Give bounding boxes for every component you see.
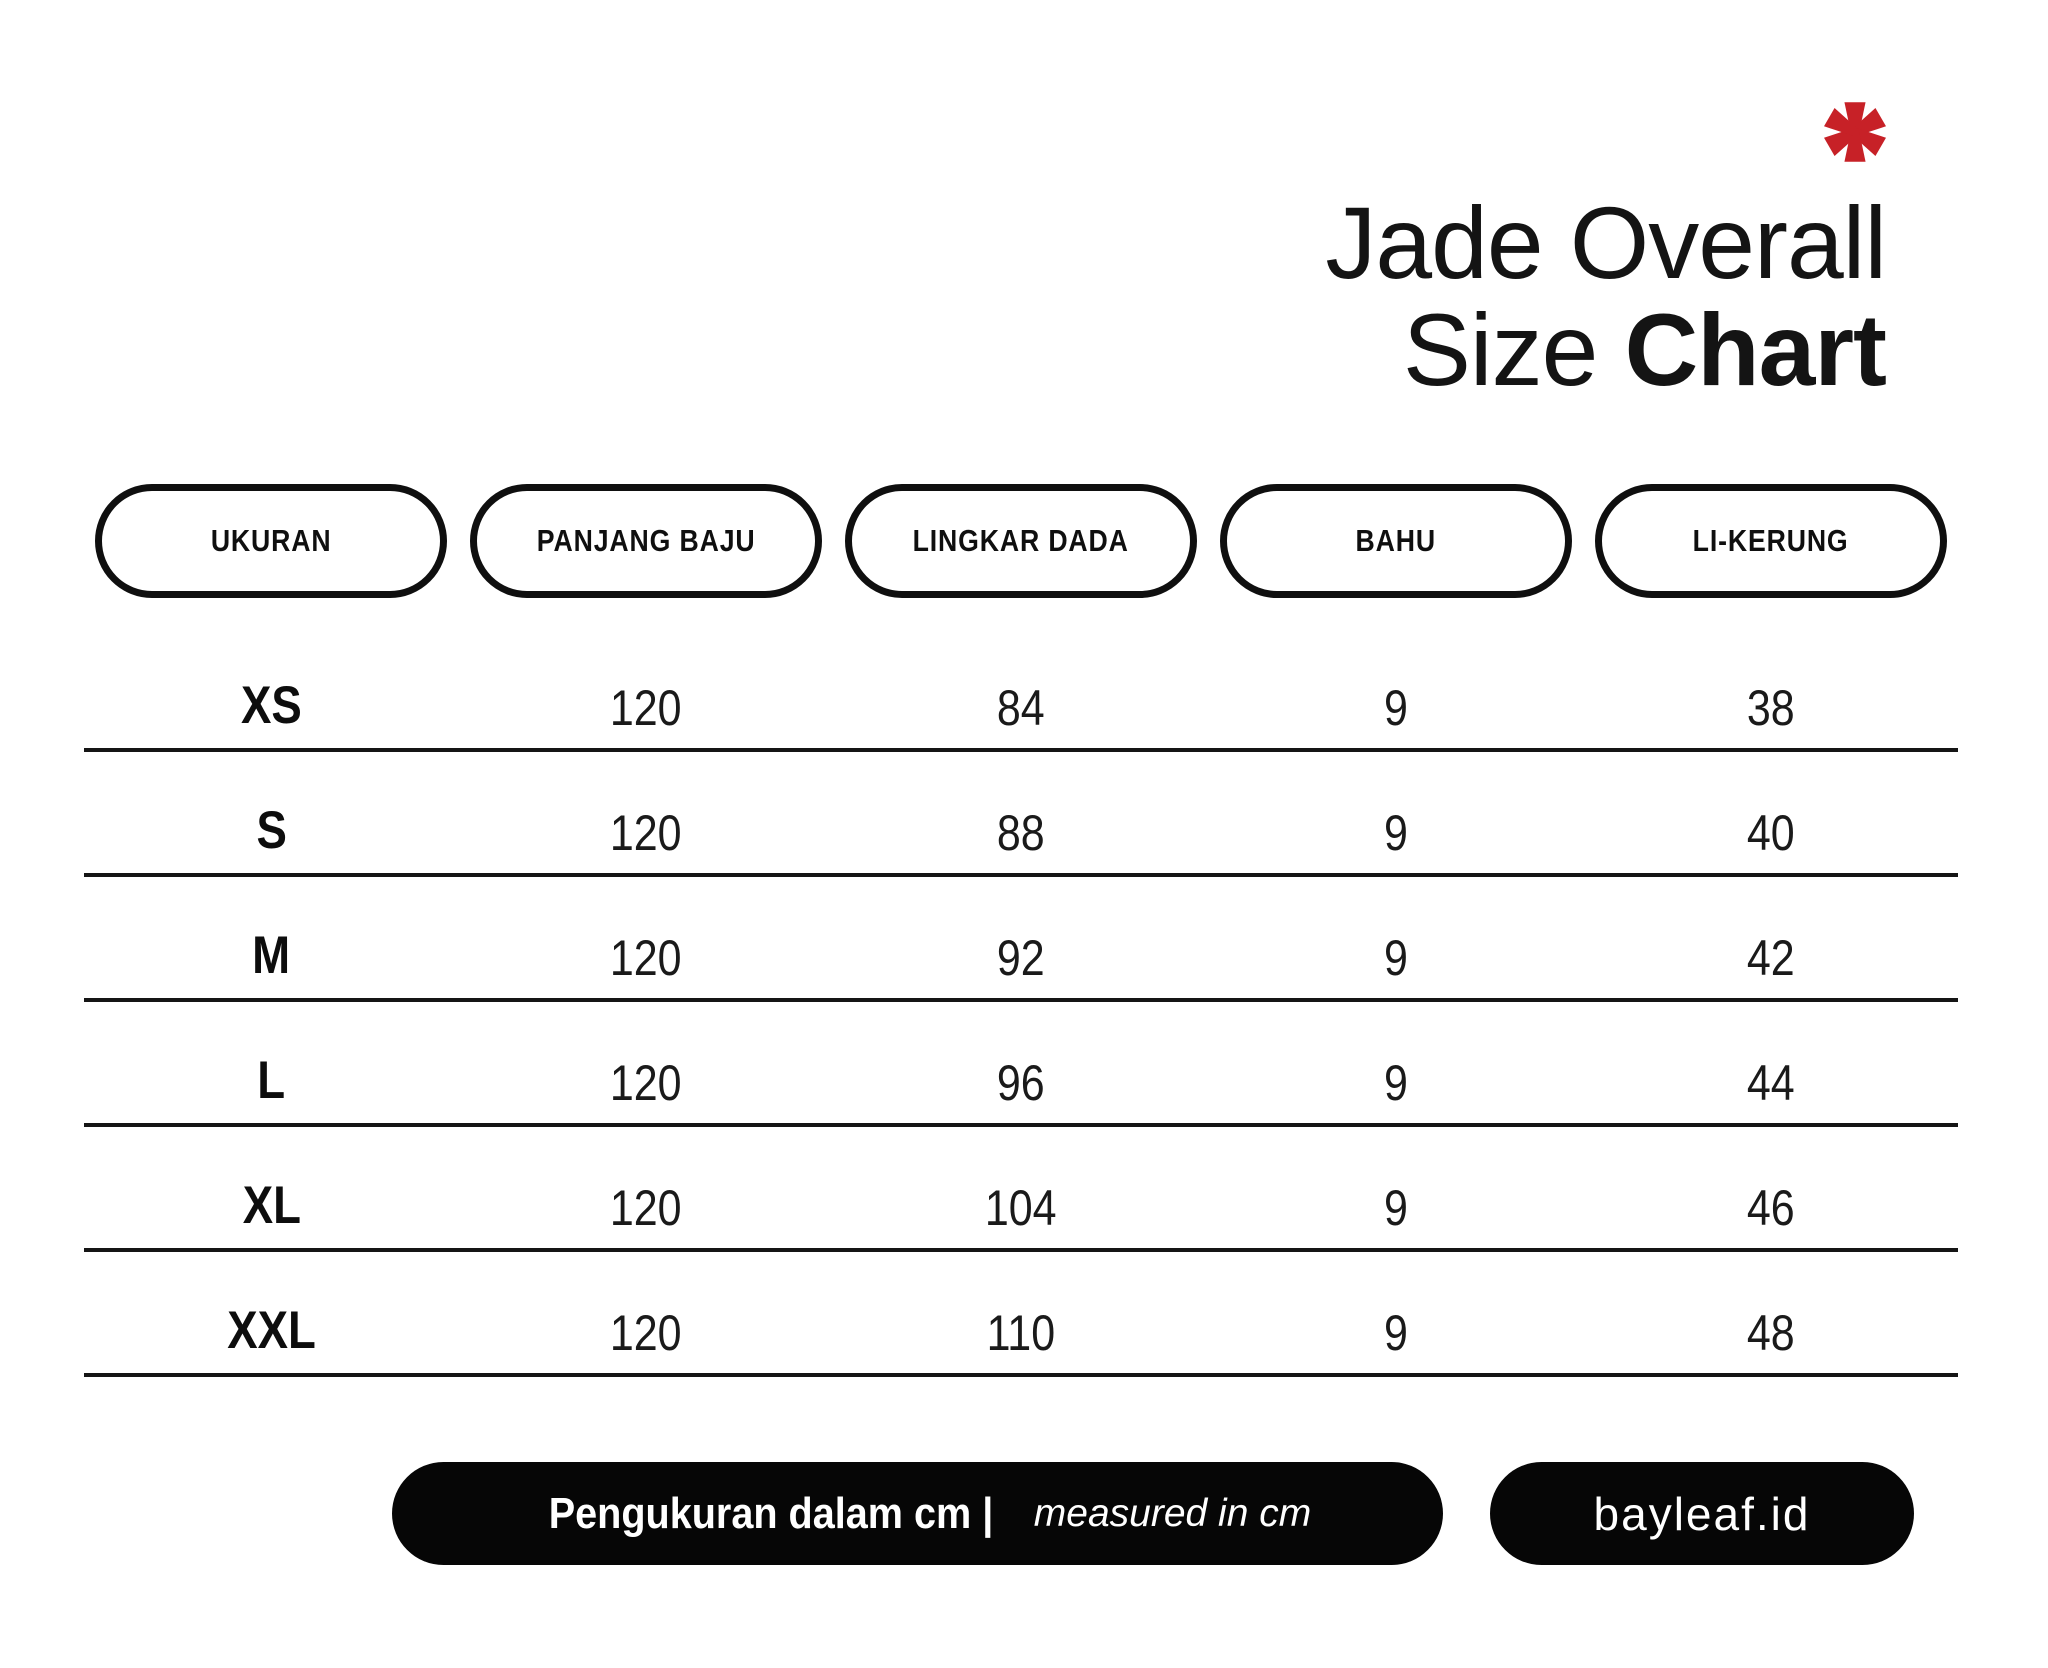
column-label: LINGKAR DADA [912, 523, 1130, 558]
value-cell: 120 [610, 1304, 683, 1361]
title-line-2: Size Chart [1325, 297, 1887, 404]
size-cell: L [257, 1051, 286, 1111]
measurement-note-en: measured in cm [1033, 1491, 1312, 1535]
value-cell: 120 [610, 1054, 683, 1111]
column-label: PANJANG BAJU [536, 523, 756, 558]
measurement-note-pill: Pengukuran dalam cm | measured in cm [392, 1462, 1443, 1565]
value-cell: 9 [1383, 1304, 1408, 1361]
column-label: UKURAN [211, 523, 332, 558]
value-cell: 96 [997, 1054, 1045, 1111]
size-chart-table: XS 120 84 9 38 S 120 88 9 40 M 120 92 9 … [84, 627, 1958, 1377]
value-cell: 38 [1746, 679, 1795, 736]
size-cell: XL [242, 1176, 301, 1236]
value-cell: 9 [1383, 1179, 1408, 1236]
table-row-xl: XL 120 104 9 46 [84, 1127, 1958, 1252]
title-word-chart: Chart [1624, 293, 1887, 407]
table-row-xs: XS 120 84 9 38 [84, 627, 1958, 752]
value-cell: 48 [1746, 1304, 1795, 1361]
value-cell: 104 [985, 1179, 1057, 1236]
brand-pill: bayleaf.id [1490, 1462, 1914, 1565]
column-pill-bahu: BAHU [1219, 484, 1572, 598]
value-cell: 46 [1746, 1179, 1795, 1236]
value-cell: 120 [610, 1179, 683, 1236]
size-cell: XS [240, 676, 302, 736]
value-cell: 40 [1746, 804, 1795, 861]
value-cell: 120 [610, 679, 683, 736]
column-label: LI-KERUNG [1692, 523, 1849, 558]
value-cell: 88 [997, 804, 1045, 861]
column-pill-li-kerung: LI-KERUNG [1594, 484, 1947, 598]
column-pill-panjang-baju: PANJANG BAJU [470, 484, 823, 598]
size-cell: M [252, 926, 291, 986]
brand-label: bayleaf.id [1593, 1487, 1811, 1540]
table-row-l: L 120 96 9 44 [84, 1002, 1958, 1127]
size-cell: XXL [227, 1301, 316, 1361]
table-row-s: S 120 88 9 40 [84, 752, 1958, 877]
value-cell: 44 [1746, 1054, 1795, 1111]
value-cell: 120 [610, 929, 683, 986]
value-cell: 110 [986, 1304, 1056, 1361]
value-cell: 42 [1746, 929, 1795, 986]
column-header-row: UKURAN PANJANG BAJU LINGKAR DADA BAHU LI… [84, 484, 1958, 598]
value-cell: 9 [1383, 804, 1408, 861]
table-row-m: M 120 92 9 42 [84, 877, 1958, 1002]
page-title: Jade Overall Size Chart [1325, 186, 1887, 404]
value-cell: 120 [610, 804, 683, 861]
title-line-1: Jade Overall [1325, 186, 1887, 300]
measurement-note-id: Pengukuran dalam cm | [548, 1488, 994, 1538]
asterisk-logo-icon [1823, 102, 1887, 162]
size-cell: S [256, 801, 287, 861]
value-cell: 9 [1383, 929, 1408, 986]
value-cell: 84 [997, 679, 1045, 736]
column-pill-lingkar-dada: LINGKAR DADA [844, 484, 1197, 598]
value-cell: 9 [1383, 1054, 1408, 1111]
column-pill-ukuran: UKURAN [95, 484, 448, 598]
table-row-xxl: XXL 120 110 9 48 [84, 1252, 1958, 1377]
title-word-size: Size [1402, 293, 1598, 407]
column-label: BAHU [1355, 523, 1437, 558]
value-cell: 92 [997, 929, 1045, 986]
value-cell: 9 [1383, 679, 1408, 736]
